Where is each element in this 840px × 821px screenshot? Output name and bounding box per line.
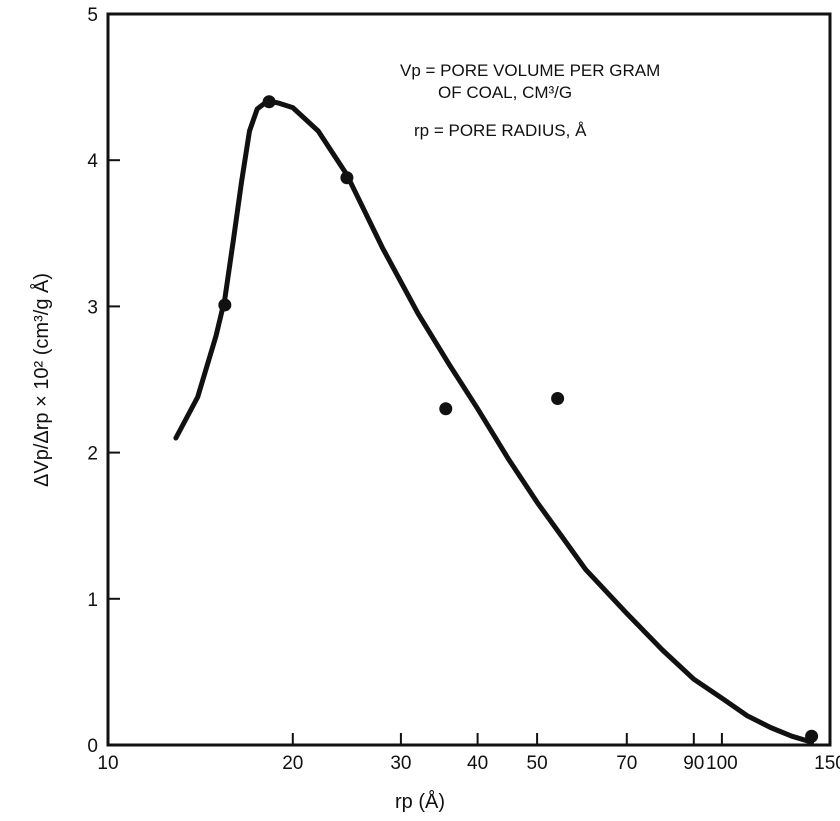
y-axis-ticks: 0 1 2 3 4 5 [87, 5, 120, 757]
x-tick-label: 150 [814, 753, 840, 774]
fitted-curve [173, 99, 815, 745]
data-points [218, 95, 819, 743]
annotation-line-3: rp = PORE RADIUS, Å [414, 121, 587, 140]
data-point [218, 298, 232, 312]
x-tick-label: 50 [527, 753, 548, 774]
y-tick-label: 3 [87, 297, 98, 318]
x-axis-title: rp (Å) [395, 790, 445, 813]
plot-area-frame [106, 12, 832, 747]
data-point [439, 402, 453, 416]
data-point [340, 171, 354, 185]
x-tick-label: 100 [706, 753, 738, 774]
x-tick-label: 10 [97, 753, 118, 774]
x-tick-label: 30 [390, 753, 411, 774]
y-tick-label: 4 [87, 151, 98, 172]
y-tick-label: 2 [87, 444, 98, 465]
x-tick-label: 40 [467, 753, 488, 774]
data-point [805, 729, 819, 743]
x-tick-label: 70 [616, 753, 637, 774]
data-point [551, 392, 565, 406]
y-axis-title: ΔVp/Δrp × 10² (cm³/g Å) [30, 273, 53, 487]
y-tick-label: 0 [87, 736, 98, 757]
annotation-line-2: OF COAL, CM³/G [438, 83, 572, 102]
y-tick-label: 1 [87, 590, 98, 611]
x-tick-label: 20 [282, 753, 303, 774]
legend-annotation: Vp = PORE VOLUME PER GRAM OF COAL, CM³/G… [400, 61, 660, 140]
y-tick-label: 5 [87, 5, 98, 26]
data-point [262, 95, 276, 109]
annotation-line-1: Vp = PORE VOLUME PER GRAM [400, 61, 660, 80]
x-tick-label: 90 [683, 753, 704, 774]
